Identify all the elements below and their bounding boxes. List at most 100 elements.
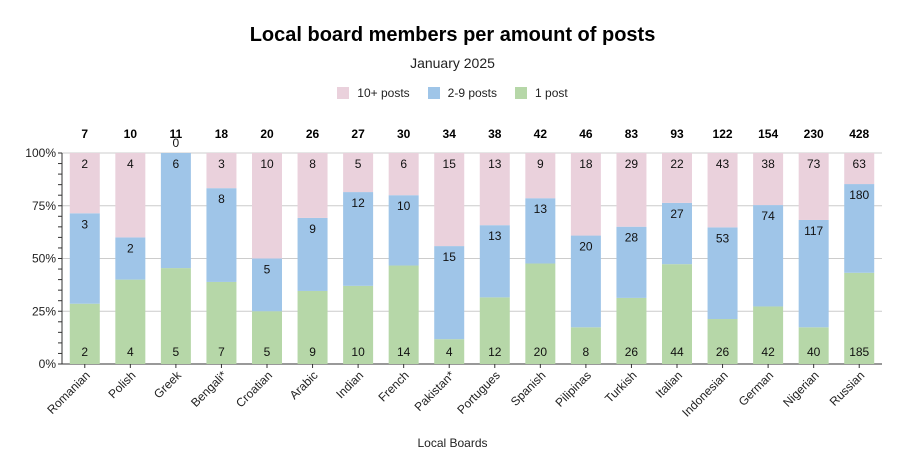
bar-value-label: 53 [716, 231, 730, 245]
bar-total-label: 7 [81, 127, 88, 141]
chart-legend: 10+ posts 2-9 posts 1 post [0, 86, 905, 100]
bar-segment-10-posts [616, 153, 647, 227]
bar-segment-2-9-posts [707, 227, 738, 320]
bar-value-label: 20 [534, 345, 548, 359]
bar-segment-10-posts [844, 153, 875, 185]
bar-segment-1-post [115, 279, 146, 364]
legend-swatch-2to9 [427, 87, 440, 99]
x-tick-label: Bengali* [188, 368, 230, 410]
x-tick-label: Turkish [602, 368, 639, 405]
bar-value-label: 26 [625, 345, 639, 359]
bar-value-label: 26 [716, 345, 730, 359]
legend-item-2to9: 2-9 posts [427, 86, 498, 100]
y-tick-label: 50% [32, 252, 56, 266]
x-tick-label: Spanish [508, 368, 549, 409]
bar-segment-2-9-posts [252, 258, 282, 312]
bar-value-label: 4 [127, 345, 134, 359]
bar-value-label: 3 [218, 157, 225, 171]
chart-title: Local board members per amount of posts [249, 24, 656, 46]
legend-item-10plus: 10+ posts [337, 86, 410, 100]
x-axis-title: Local Boards [417, 436, 488, 450]
bar-segment-2-9-posts [115, 237, 146, 280]
bar-segment-2-9-posts [616, 226, 647, 298]
bar-segment-1-post [798, 327, 829, 364]
bar-segment-1-post [252, 311, 282, 364]
bar-segment-10-posts [707, 153, 738, 228]
bar-total-label: 20 [260, 127, 274, 141]
bar-segment-2-9-posts [798, 219, 829, 328]
bar-segment-2-9-posts [160, 153, 191, 269]
bar-value-label: 22 [670, 157, 684, 171]
chart-subtitle: January 2025 [410, 55, 495, 71]
bar-value-label: 10 [397, 199, 411, 213]
bar-segment-2-9-posts [343, 192, 374, 286]
bar-segment-2-9-posts [297, 217, 328, 291]
bar-segment-10-posts [388, 153, 419, 196]
x-tick-label: French [375, 368, 411, 404]
bar-value-label: 117 [804, 224, 823, 238]
bar-total-label: 26 [306, 127, 320, 141]
y-tick-label: 0% [39, 357, 57, 371]
legend-label-1post: 1 post [535, 86, 568, 100]
bar-total-label: 34 [443, 127, 457, 141]
bar-value-label: 18 [579, 157, 593, 171]
bar-value-label: 27 [670, 207, 684, 221]
x-tick-label: Romanian [44, 368, 93, 417]
x-tick-label: Italian [653, 368, 686, 401]
bar-value-label: 73 [807, 157, 821, 171]
bar-value-label: 8 [309, 157, 316, 171]
y-tick-label: 25% [32, 304, 56, 318]
bar-segment-2-9-posts [388, 195, 419, 266]
legend-item-1post: 1 post [515, 86, 568, 100]
bar-value-label: 185 [849, 345, 869, 359]
bar-segment-1-post [160, 268, 191, 364]
bar-segment-10-posts [570, 153, 601, 236]
legend-label-10plus: 10+ posts [357, 86, 410, 100]
bar-segment-2-9-posts [434, 246, 465, 340]
bar-value-label: 10 [260, 157, 274, 171]
bar-value-label: 13 [488, 229, 502, 243]
bar-value-label: 5 [173, 345, 180, 359]
bar-value-label: 5 [264, 263, 271, 277]
bar-value-label: 12 [488, 345, 502, 359]
x-tick-label: German [736, 368, 777, 409]
x-tick-label: Greek [151, 368, 185, 402]
bar-segment-1-post [616, 297, 647, 364]
bar-segment-2-9-posts [525, 198, 556, 264]
x-tick-label: Indonesian [679, 368, 730, 419]
bar-total-label: 122 [713, 127, 733, 141]
bar-segment-1-post [434, 339, 465, 364]
bar-segment-1-post [479, 297, 510, 364]
bar-segment-1-post [297, 290, 328, 364]
bar-value-label: 2 [127, 241, 134, 255]
bar-value-label: 8 [583, 345, 590, 359]
bar-value-label: 38 [761, 157, 775, 171]
bar-segment-1-post [844, 272, 875, 364]
bar-segment-10-posts [343, 153, 374, 193]
bar-segment-1-post [753, 306, 784, 364]
bar-segment-1-post [707, 319, 738, 364]
bar-value-label: 6 [173, 157, 180, 171]
bar-value-label: 29 [625, 157, 639, 171]
x-tick-label: Pilipinas [553, 368, 595, 410]
bar-segment-2-9-posts [570, 235, 601, 328]
bar-value-label: 8 [218, 192, 225, 206]
legend-label-2to9: 2-9 posts [447, 86, 498, 100]
bar-segment-2-9-posts [206, 188, 237, 282]
bar-value-label: 44 [670, 345, 684, 359]
bar-segment-1-post [570, 327, 601, 364]
bar-value-label: 4 [127, 157, 134, 171]
bar-value-label: 12 [351, 196, 365, 210]
bar-segment-2-9-posts [844, 184, 875, 273]
bar-value-label: 28 [625, 231, 639, 245]
bar-segment-2-9-posts [69, 213, 100, 304]
bar-segment-10-posts [206, 153, 237, 189]
bar-value-label: 2 [81, 157, 88, 171]
x-tick-label: Russian [827, 368, 868, 409]
bar-segment-10-posts [69, 153, 100, 214]
bar-segment-1-post [343, 285, 374, 364]
bar-value-label: 5 [355, 157, 362, 171]
bar-segment-1-post [69, 303, 100, 364]
x-tick-label: Polish [105, 368, 138, 401]
